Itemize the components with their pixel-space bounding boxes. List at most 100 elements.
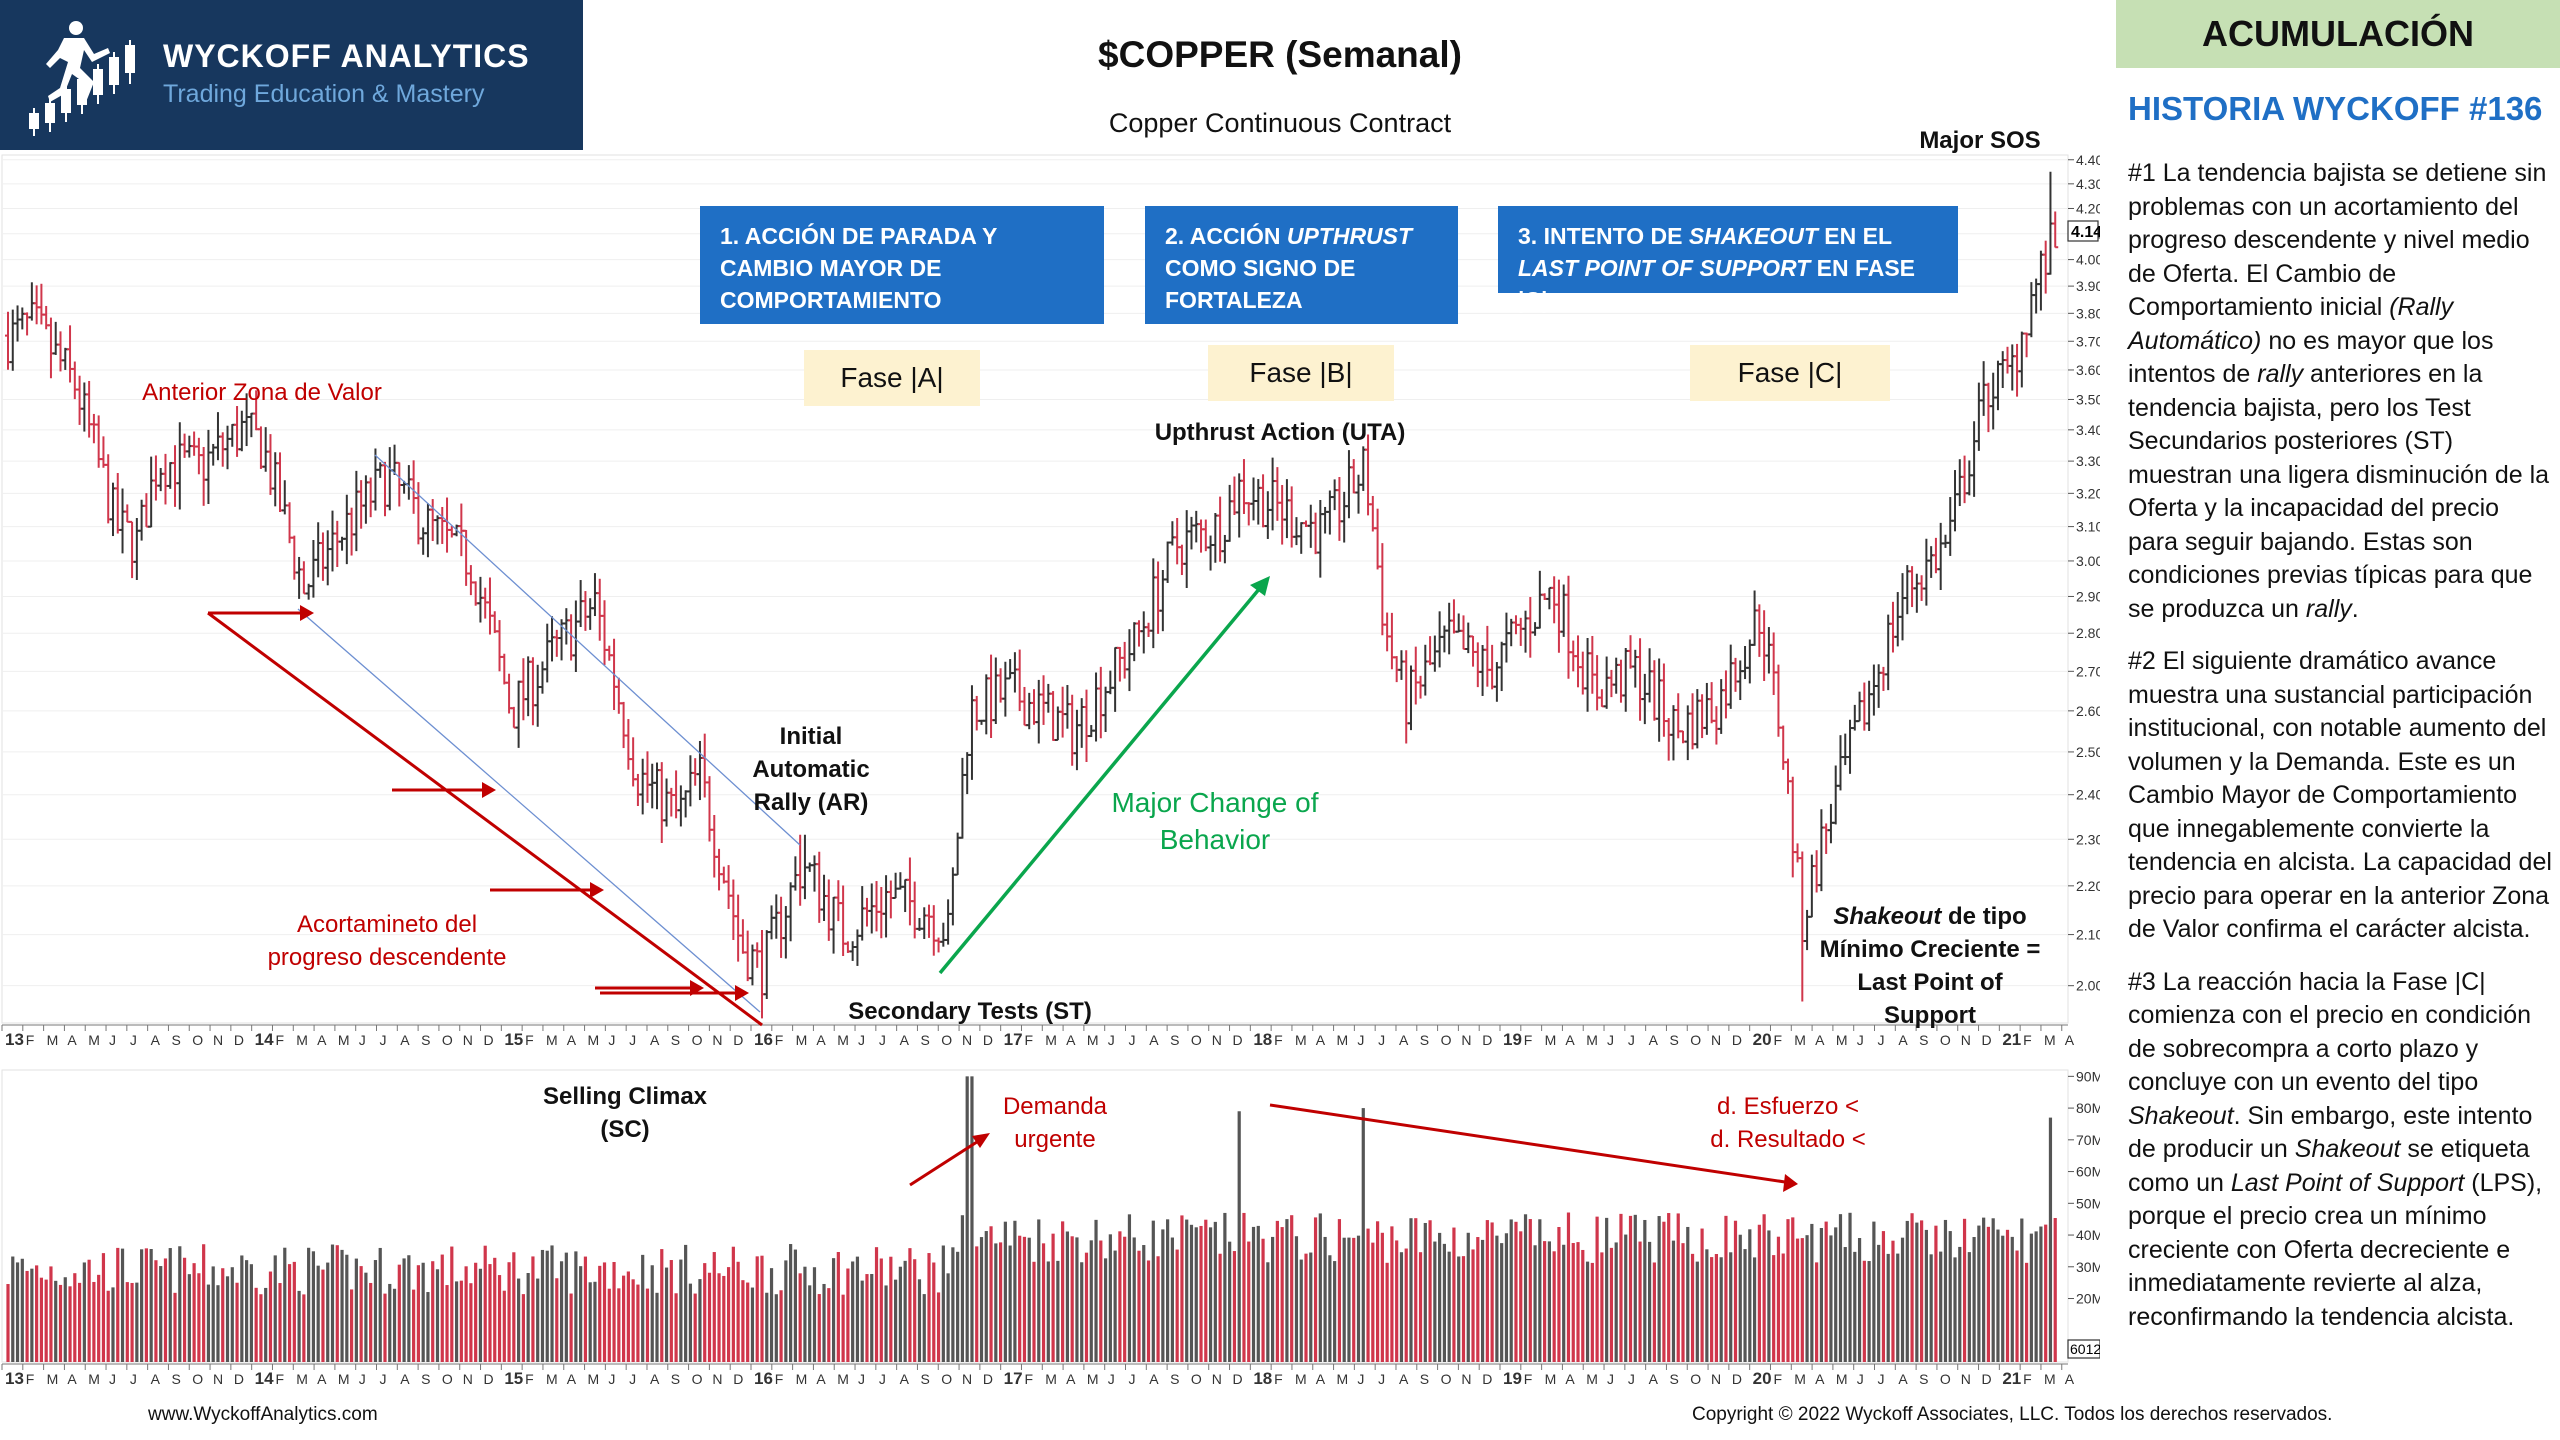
volume-bar (660, 1249, 664, 1362)
volume-bar (1986, 1226, 1991, 1362)
volume-bar (335, 1245, 339, 1362)
month-label: M (2044, 1371, 2056, 1387)
volume-bar (927, 1253, 931, 1362)
month-label: D (733, 1371, 743, 1387)
month-label: M (88, 1371, 100, 1387)
volume-bar (77, 1282, 82, 1362)
volume-bar (664, 1267, 669, 1362)
volume-bar (1877, 1244, 1881, 1362)
volume-bar (784, 1260, 788, 1362)
volume-bar (254, 1287, 258, 1362)
month-label: O (442, 1371, 453, 1387)
volume-bar (1075, 1237, 1079, 1362)
month-label: S (1170, 1371, 1179, 1387)
volume-bar (507, 1262, 511, 1362)
initial-ar-label: Initial Automatic Rally (AR) (752, 723, 870, 816)
month-label: J (1607, 1371, 1614, 1387)
volume-bar (173, 1292, 177, 1362)
volume-bar (1710, 1257, 1714, 1362)
volume-bar (1786, 1219, 1790, 1362)
price-tick-label: 3.00 (2076, 553, 2100, 569)
volume-bar (1724, 1215, 1728, 1362)
volume-bar (917, 1279, 922, 1362)
volume-bar (216, 1285, 220, 1362)
price-tick-label: 3.10 (2076, 519, 2100, 535)
volume-bar (1018, 1235, 1022, 1362)
month-label: O (1441, 1032, 1452, 1048)
month-label: F (2023, 1032, 2032, 1048)
volume-bar (1733, 1220, 1738, 1362)
volume-bar (941, 1245, 945, 1362)
runner-candlestick-icon (29, 21, 135, 136)
volume-bar (1948, 1231, 1952, 1362)
month-label: F (1773, 1032, 1782, 1048)
volume-bar (555, 1278, 559, 1362)
year-label: 15 (504, 1030, 523, 1049)
volume-bar (230, 1267, 234, 1362)
month-label: A (1149, 1371, 1159, 1387)
price-axis: 2.00 2.10 2.20 2.30 2.40 2.50 2.60 2.70 2.80 2.90… (2068, 152, 2100, 994)
month-label: A (816, 1371, 826, 1387)
month-label: S (171, 1032, 180, 1048)
month-label: M (1836, 1371, 1848, 1387)
last-price-marker (2067, 220, 2099, 242)
volume-bar (1857, 1238, 1862, 1362)
month-label: O (941, 1371, 952, 1387)
volume-bar (841, 1294, 845, 1362)
month-label: O (192, 1371, 203, 1387)
month-label: A (2065, 1371, 2075, 1387)
volume-bar (326, 1262, 330, 1362)
month-label: F (1524, 1032, 1533, 1048)
volume-bar (765, 1292, 769, 1362)
volume-bar (1132, 1237, 1136, 1362)
month-label: A (1649, 1371, 1659, 1387)
month-label: A (151, 1371, 161, 1387)
month-label: M (588, 1371, 600, 1387)
volume-bar (936, 1292, 941, 1362)
month-label: O (1690, 1371, 1701, 1387)
volume-bar (144, 1248, 148, 1362)
volume-bar (1910, 1213, 1914, 1362)
month-label: J (629, 1371, 636, 1387)
last-volume-label: 60123 (2070, 1341, 2100, 1357)
volume-bar (1032, 1261, 1036, 1362)
volume-bar (1251, 1226, 1256, 1362)
volume-bar (1886, 1253, 1890, 1362)
volume-bar (1213, 1221, 1217, 1362)
month-label: J (359, 1371, 366, 1387)
volume-bar (2034, 1231, 2038, 1362)
volume-bar (1762, 1214, 1766, 1362)
volume-bar (874, 1247, 879, 1362)
year-label: 16 (754, 1030, 773, 1049)
volume-bar (311, 1251, 316, 1362)
month-label: F (525, 1371, 534, 1387)
volume-bar (607, 1288, 611, 1362)
year-label: 14 (255, 1369, 274, 1388)
month-label: A (650, 1371, 660, 1387)
volume-bar (851, 1261, 855, 1362)
volume-bar (808, 1285, 812, 1362)
month-label: O (442, 1032, 453, 1048)
volume-bar (574, 1251, 578, 1362)
footer-website[interactable]: www.WyckoffAnalytics.com (148, 1404, 378, 1425)
month-label: S (920, 1371, 929, 1387)
volume-bar (1900, 1237, 1905, 1362)
volume-bar (259, 1294, 263, 1362)
volume-bar (1380, 1232, 1384, 1362)
month-label: S (421, 1032, 430, 1048)
volume-bar (1552, 1251, 1556, 1362)
month-label: N (962, 1032, 972, 1048)
price-tick-label: 2.30 (2076, 831, 2100, 847)
volume-bar (970, 1076, 974, 1362)
month-label: M (2044, 1032, 2056, 1048)
volume-bar (650, 1265, 654, 1362)
volume-bar (1094, 1219, 1098, 1362)
volume-bar (1438, 1232, 1442, 1362)
phase-c-box-emphasis-2: LAST POINT OF SUPPORT (1518, 255, 1811, 281)
volume-bar (2029, 1233, 2033, 1362)
volume-bar (454, 1281, 459, 1362)
volume-bar (1342, 1237, 1346, 1362)
volume-bar (1815, 1262, 1819, 1362)
volume-bar (1767, 1230, 1771, 1362)
volume-bar (2001, 1235, 2005, 1362)
